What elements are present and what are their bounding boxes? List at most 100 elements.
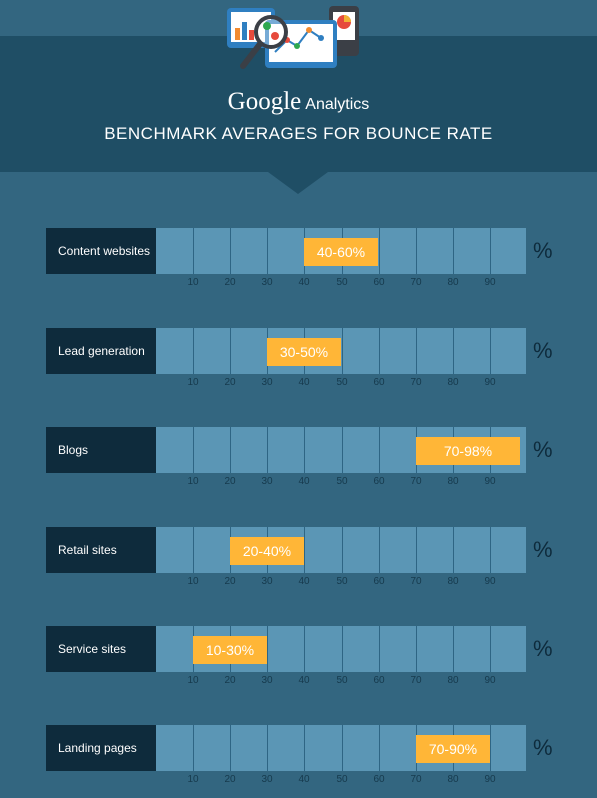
tick-label: 70 [410, 774, 422, 785]
header-pointer [268, 172, 328, 194]
tick-label: 50 [336, 277, 348, 288]
bar-track: 70-98% [156, 427, 526, 473]
tick-label: 30 [261, 774, 273, 785]
logo-google-text: Google [227, 88, 302, 115]
tick-label: 60 [373, 675, 385, 686]
range-bar: 10-30% [193, 636, 267, 664]
tick-label: 40 [298, 377, 310, 388]
grid-line [267, 228, 268, 274]
tick-label: 10 [187, 576, 199, 587]
tick-label: 40 [298, 277, 310, 288]
tick-label: 80 [447, 476, 459, 487]
page-title: BENCHMARK AVERAGES FOR BOUNCE RATE [104, 124, 493, 143]
tick-label: 90 [484, 277, 496, 288]
grid-line [379, 527, 380, 573]
grid-line [230, 725, 231, 771]
grid-line [230, 228, 231, 274]
tick-label: 50 [336, 675, 348, 686]
grid-line [379, 725, 380, 771]
grid-line [453, 626, 454, 672]
grid-line [379, 427, 380, 473]
tick-label: 60 [373, 277, 385, 288]
grid-line [230, 328, 231, 374]
category-label: Lead generation [46, 328, 156, 374]
range-bar: 70-90% [416, 735, 490, 763]
grid-line [193, 427, 194, 473]
percent-unit: % [533, 735, 553, 760]
chart-row: Service sites 10-30%% 10 20 30 40 50 60 70 80 90 [0, 626, 597, 696]
grid-line [193, 527, 194, 573]
grid-line [267, 427, 268, 473]
tick-label: 30 [261, 277, 273, 288]
grid-line [453, 328, 454, 374]
grid-line [490, 527, 491, 573]
grid-line [267, 725, 268, 771]
grid-line [304, 427, 305, 473]
category-label: Service sites [46, 626, 156, 672]
grid-line [416, 527, 417, 573]
grid-line [342, 328, 343, 374]
tick-label: 60 [373, 476, 385, 487]
grid-line [453, 527, 454, 573]
tick-label: 40 [298, 476, 310, 487]
tick-label: 70 [410, 377, 422, 388]
bar-track: 40-60% [156, 228, 526, 274]
tick-label: 30 [261, 476, 273, 487]
grid-line [267, 626, 268, 672]
chart-row: Content websites 40-60%% 10 20 30 40 50 60 70 80 9… [0, 228, 597, 298]
tick-label: 10 [187, 774, 199, 785]
tick-label: 10 [187, 476, 199, 487]
grid-line [490, 228, 491, 274]
tick-label: 80 [447, 774, 459, 785]
range-bar: 70-98% [416, 437, 520, 465]
category-label: Content websites [46, 228, 156, 274]
grid-line [379, 228, 380, 274]
tick-label: 90 [484, 675, 496, 686]
grid-line [416, 228, 417, 274]
category-label: Landing pages [46, 725, 156, 771]
range-bar: 20-40% [230, 537, 304, 565]
chart-row: Landing pages 70-90%% 10 20 30 40 50 60 70 80 90 [0, 725, 597, 795]
chart-row: Lead generation 30-50%% 10 20 30 40 50 60 70 80 90 [0, 328, 597, 398]
grid-line [453, 228, 454, 274]
tick-label: 70 [410, 277, 422, 288]
percent-unit: % [533, 636, 553, 661]
grid-line [230, 427, 231, 473]
bar-track: 70-90% [156, 725, 526, 771]
grid-line [342, 725, 343, 771]
tick-label: 70 [410, 576, 422, 587]
tick-label: 60 [373, 576, 385, 587]
grid-line [193, 328, 194, 374]
tick-label: 90 [484, 774, 496, 785]
category-label: Blogs [46, 427, 156, 473]
range-bar: 30-50% [267, 338, 341, 366]
tick-label: 70 [410, 476, 422, 487]
tick-label: 20 [224, 774, 236, 785]
percent-unit: % [533, 437, 553, 462]
tick-label: 20 [224, 576, 236, 587]
grid-line [416, 328, 417, 374]
tick-label: 20 [224, 476, 236, 487]
bar-track: 10-30% [156, 626, 526, 672]
grid-line [379, 626, 380, 672]
tick-label: 20 [224, 377, 236, 388]
percent-unit: % [533, 238, 553, 263]
tick-label: 50 [336, 476, 348, 487]
range-bar: 40-60% [304, 238, 378, 266]
tick-label: 10 [187, 277, 199, 288]
tick-label: 30 [261, 576, 273, 587]
grid-line [193, 228, 194, 274]
tick-label: 60 [373, 377, 385, 388]
grid-line [304, 626, 305, 672]
category-label: Retail sites [46, 527, 156, 573]
tick-label: 50 [336, 774, 348, 785]
tick-label: 90 [484, 377, 496, 388]
bar-track: 30-50% [156, 328, 526, 374]
tick-label: 50 [336, 377, 348, 388]
grid-line [193, 725, 194, 771]
tick-label: 20 [224, 675, 236, 686]
tick-label: 40 [298, 576, 310, 587]
tick-label: 40 [298, 675, 310, 686]
tick-label: 70 [410, 675, 422, 686]
tick-label: 80 [447, 377, 459, 388]
